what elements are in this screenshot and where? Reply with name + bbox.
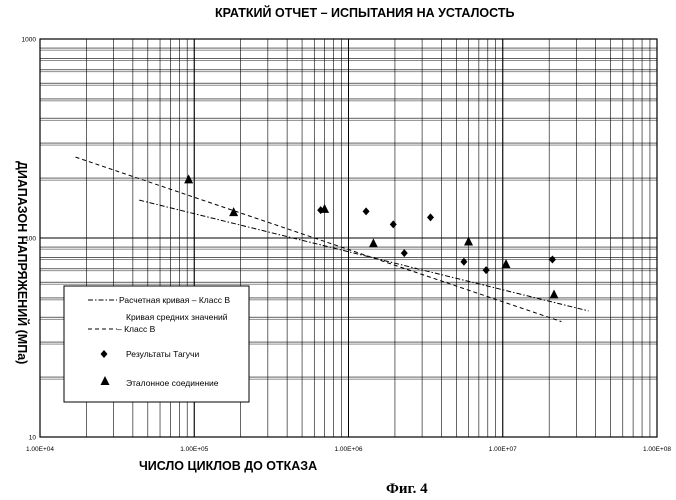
y-tick-label: 100 <box>25 236 36 243</box>
taguchi-point <box>363 207 370 215</box>
y-tick-label: 1000 <box>22 37 37 44</box>
taguchi-point <box>549 255 556 263</box>
legend-label-taguchi: Результаты Тагучи <box>126 349 199 359</box>
reference-point <box>184 174 193 183</box>
reference-point <box>369 238 378 247</box>
x-tick-label: 1.00E+08 <box>643 446 671 453</box>
legend-label-mean-curve-cont: – Класс В <box>117 324 156 334</box>
x-tick-label: 1.00E+04 <box>26 446 54 453</box>
reference-point <box>550 290 559 299</box>
taguchi-point <box>401 249 408 257</box>
legend-label-mean-curve: Кривая средних значений <box>126 312 228 322</box>
legend-label-reference: Эталонное соединение <box>126 378 219 388</box>
x-tick-label: 1.00E+06 <box>334 446 362 453</box>
x-tick-label: 1.00E+07 <box>489 446 517 453</box>
taguchi-point <box>460 258 467 266</box>
x-tick-label: 1.00E+05 <box>180 446 208 453</box>
taguchi-point <box>483 266 490 274</box>
taguchi-point <box>390 220 397 228</box>
y-tick-label: 10 <box>29 435 37 442</box>
taguchi-point <box>427 213 434 221</box>
legend-label-design-curve: Расчетная кривая – Класс В <box>119 295 230 305</box>
